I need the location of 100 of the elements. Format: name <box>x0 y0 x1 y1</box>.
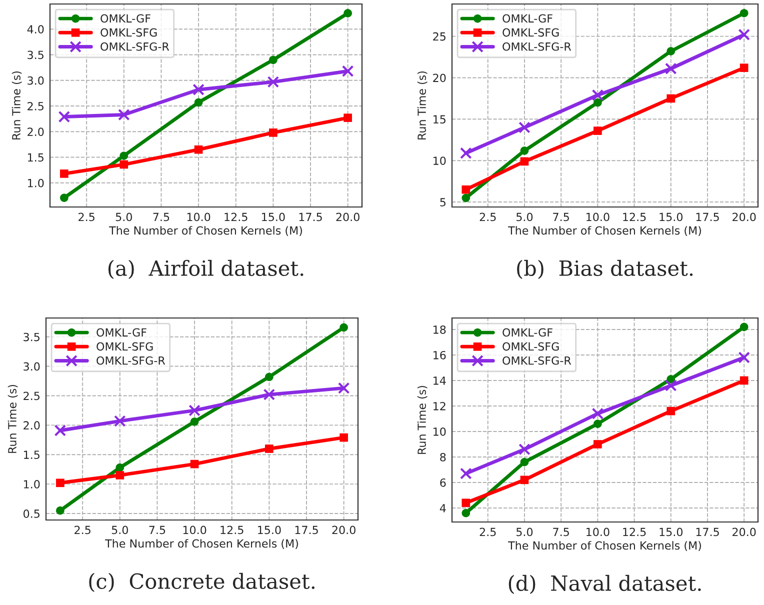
point <box>520 157 529 166</box>
point <box>192 84 204 96</box>
point <box>114 415 126 427</box>
point <box>664 62 677 75</box>
point <box>518 122 530 134</box>
x-tick-label: 7.5 <box>553 212 569 222</box>
x-tick-label: 7.5 <box>149 526 166 534</box>
y-tick-label: 8 <box>440 452 446 462</box>
point <box>118 108 130 121</box>
x-tick-label: 10.0 <box>586 212 610 222</box>
legend-label: OMKL-GF <box>502 14 552 23</box>
text: (a) Airfoil dataset. <box>108 260 304 279</box>
text: (d) Naval dataset. <box>508 574 701 594</box>
x-tick-label: 2.5 <box>480 528 496 536</box>
point <box>188 404 200 416</box>
x-tick-label: 17.5 <box>696 528 719 536</box>
y-tick-label: 3.5 <box>24 332 40 342</box>
point <box>594 98 602 107</box>
x-tick-label: 2.5 <box>480 212 496 222</box>
point <box>462 185 470 194</box>
point <box>340 323 348 332</box>
point <box>342 65 354 78</box>
point <box>666 406 676 416</box>
point <box>194 145 203 154</box>
y-tick-label: 4 <box>440 504 446 512</box>
point <box>664 380 677 392</box>
point <box>592 408 604 420</box>
point <box>518 443 530 456</box>
point <box>116 463 124 472</box>
y-tick-label: 18 <box>434 325 446 334</box>
point <box>190 460 199 468</box>
point <box>462 194 470 202</box>
x-tick-label: 20.0 <box>732 212 756 222</box>
x-tick-label: 15.0 <box>660 528 683 536</box>
y-tick-label: 1.0 <box>24 480 40 488</box>
text: (c) Concrete dataset. <box>89 572 314 592</box>
x-tick-label: 5.0 <box>116 212 132 222</box>
x-tick-label: 12.5 <box>224 212 248 222</box>
point <box>740 322 748 332</box>
legend-label: OMKL-SFG <box>502 28 559 37</box>
x-tick-label: 7.5 <box>153 212 170 222</box>
point <box>194 98 203 107</box>
y-axis-title: Run Time (s) <box>8 384 18 453</box>
point <box>265 444 274 453</box>
point <box>344 114 352 122</box>
x-axis-title: The Number of Chosen Kernels (M) <box>109 226 302 236</box>
point <box>738 352 750 364</box>
point <box>520 458 529 466</box>
point <box>338 382 350 394</box>
x-tick-label: 5.0 <box>112 526 128 534</box>
point <box>265 372 274 382</box>
point <box>594 420 602 428</box>
point <box>740 8 748 18</box>
x-axis-title: The Number of Chosen Kernels (M) <box>105 539 298 549</box>
y-tick-label: 2.0 <box>24 421 40 430</box>
y-tick-label: 10 <box>434 427 446 436</box>
x-tick-label: 20.0 <box>732 528 756 536</box>
x-tick-label: 10.0 <box>187 212 210 222</box>
point <box>340 433 348 442</box>
y-tick-label: 3.0 <box>28 76 44 85</box>
point <box>520 476 529 484</box>
y-tick-label: 16 <box>434 350 446 360</box>
y-axis-title: Run Time (s) <box>12 71 22 140</box>
x-tick-label: 5.0 <box>516 212 533 222</box>
x-tick-label: 15.0 <box>258 526 281 534</box>
legend-label: OMKL-SFG <box>502 342 559 351</box>
point <box>738 28 750 41</box>
point <box>56 478 64 488</box>
point <box>344 9 352 18</box>
point <box>462 508 470 518</box>
x-tick-label: 12.5 <box>220 526 244 534</box>
y-tick-label: 10 <box>434 156 446 165</box>
x-tick-label: 12.5 <box>623 212 646 222</box>
y-tick-label: 1.0 <box>28 178 44 188</box>
x-tick-label: 15.0 <box>262 212 285 222</box>
legend-label: OMKL-GF <box>502 328 552 337</box>
legend-label: OMKL-SFG <box>100 28 157 37</box>
point <box>263 388 276 400</box>
point <box>120 160 128 169</box>
y-tick-label: 0.5 <box>24 509 40 518</box>
x-tick-label: 20.0 <box>332 526 356 534</box>
legend-label: OMKL-SFG-R <box>502 356 572 365</box>
point <box>56 506 64 515</box>
point <box>740 376 748 385</box>
y-tick-label: 6 <box>440 478 446 487</box>
y-tick-label: 1.5 <box>24 450 40 460</box>
point <box>116 471 124 480</box>
y-tick-label: 1.5 <box>28 153 44 162</box>
point <box>462 498 470 508</box>
x-tick-label: 12.5 <box>623 528 646 536</box>
y-tick-label: 20 <box>433 74 446 82</box>
point <box>267 76 280 88</box>
point <box>58 110 70 123</box>
legend-label: OMKL-GF <box>96 328 146 337</box>
x-tick-label: 2.5 <box>78 212 94 222</box>
y-tick-label: 15 <box>434 115 446 124</box>
point <box>666 94 676 103</box>
point <box>666 47 676 56</box>
x-axis-title: The Number of Chosen Kernels (M) <box>508 541 701 551</box>
x-tick-label: 10.0 <box>183 526 206 534</box>
